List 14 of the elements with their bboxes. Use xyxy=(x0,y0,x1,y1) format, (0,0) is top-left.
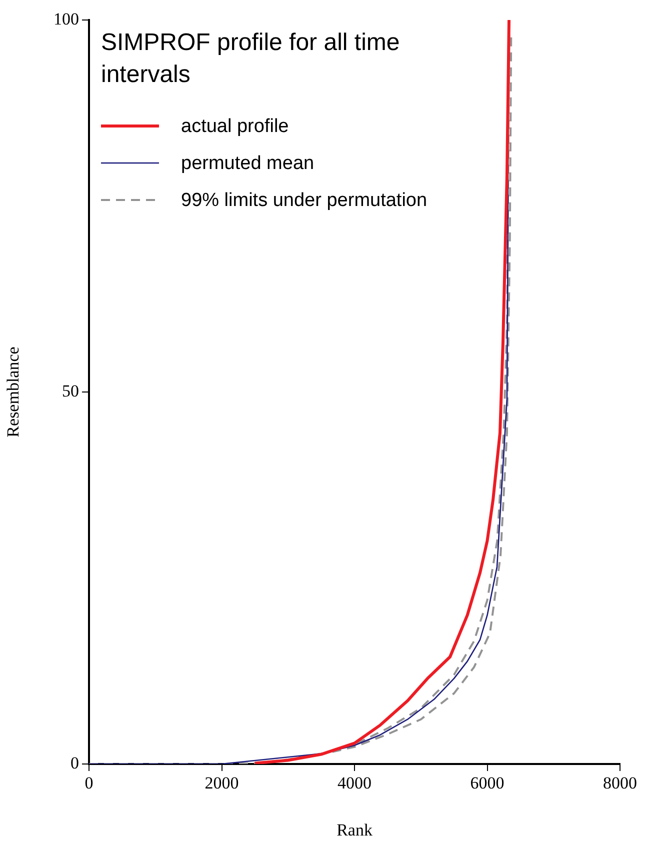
x-tick-label: 2000 xyxy=(204,774,239,793)
x-tick-label: 4000 xyxy=(338,774,372,793)
legend-label: actual profile xyxy=(181,116,289,137)
legend-label: 99% limits under permutation xyxy=(181,190,428,211)
y-tick-label: 50 xyxy=(62,381,79,400)
y-tick-label: 100 xyxy=(54,9,79,28)
y-axis-title: Resemblance xyxy=(4,346,23,438)
y-tick-label: 0 xyxy=(70,753,79,772)
legend-label: permuted mean xyxy=(181,153,314,174)
text: SIMPROF profile for all time intervals xyxy=(101,29,400,88)
x-tick-label: 8000 xyxy=(603,774,637,793)
x-axis-title: Rank xyxy=(336,820,373,840)
x-tick-label: 6000 xyxy=(470,774,504,793)
x-tick-label: 0 xyxy=(84,774,94,793)
